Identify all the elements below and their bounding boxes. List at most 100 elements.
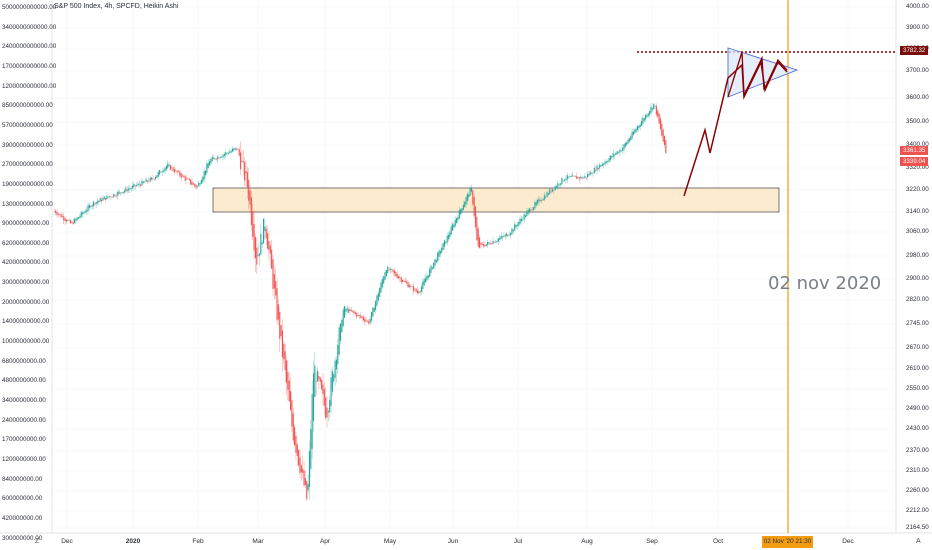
right-axis-label: 2310.00 — [906, 467, 929, 474]
candle-body — [387, 266, 389, 274]
candle-body — [98, 200, 100, 203]
auto-scale-button[interactable]: A — [916, 538, 921, 545]
candle-body — [466, 193, 468, 201]
candle-body — [338, 327, 340, 355]
right-axis-label: 2820.00 — [906, 296, 929, 303]
candle-body — [433, 262, 435, 269]
candle-body — [90, 206, 92, 208]
candle-body — [356, 313, 358, 317]
candle-body — [165, 165, 167, 170]
candle-body — [516, 224, 518, 227]
candle-body — [306, 481, 308, 500]
candle-body — [542, 199, 544, 201]
candle-body — [227, 153, 229, 154]
candle-body — [179, 171, 181, 176]
candle-body — [358, 315, 360, 316]
candle-body — [61, 215, 63, 217]
candle-body — [407, 282, 409, 288]
candle-body — [663, 135, 666, 145]
candle-body — [630, 136, 632, 141]
candle-body — [157, 172, 159, 177]
date-annotation[interactable]: 02 nov 2020 — [768, 273, 882, 294]
candle-body — [171, 167, 173, 169]
candle-body — [557, 183, 559, 188]
zoom-reset-button[interactable]: Z — [35, 538, 40, 545]
candle-body — [595, 170, 597, 172]
candle-body — [589, 171, 591, 175]
candle-body — [242, 161, 244, 163]
candle-body — [608, 158, 610, 162]
candle-body — [180, 173, 182, 178]
candle-body — [412, 286, 414, 292]
right-axis-label: 2670.00 — [906, 344, 929, 351]
candle-body — [635, 128, 637, 132]
candle-body — [214, 158, 216, 160]
candle-body — [221, 156, 223, 158]
candle-body — [307, 483, 309, 491]
candle-body — [314, 365, 316, 397]
candle-body — [133, 184, 135, 188]
candle-body — [55, 210, 57, 214]
candle-body — [126, 189, 128, 192]
candle-body — [203, 171, 205, 180]
candle-body — [268, 241, 270, 251]
right-axis-label: 3220.00 — [906, 186, 929, 193]
candle-body — [261, 242, 263, 245]
candle-body — [365, 320, 367, 322]
support-zone[interactable] — [212, 187, 780, 213]
candle-body — [549, 189, 551, 195]
candle-body — [76, 217, 78, 220]
candle-body — [445, 241, 447, 244]
candle-body — [134, 185, 136, 187]
candle-body — [146, 180, 148, 182]
candle-body — [292, 413, 294, 441]
candle-body — [119, 192, 121, 194]
candle-body — [252, 211, 254, 237]
candle-body — [647, 113, 649, 117]
candle-body — [65, 219, 67, 222]
candle-body — [206, 163, 208, 173]
candle-body — [534, 202, 536, 209]
candle-body — [225, 152, 227, 155]
right-axis-label: 2212.00 — [906, 507, 929, 514]
candle-body — [431, 267, 433, 270]
candle-body — [82, 212, 84, 215]
candle-body — [642, 117, 644, 124]
candle-body — [284, 351, 286, 371]
candle-body — [508, 234, 510, 236]
candle-body — [256, 247, 258, 265]
candle-body — [562, 180, 564, 182]
candle-body — [269, 245, 271, 254]
candle-body — [654, 105, 656, 107]
candle-body — [437, 252, 439, 262]
candle-body — [403, 280, 405, 282]
candle-body — [302, 468, 304, 473]
left-axis-label: 1200000000000.00 — [2, 82, 57, 90]
candle-body — [658, 113, 660, 124]
candle-body — [520, 218, 522, 222]
right-axis-label: 3700.00 — [906, 67, 929, 74]
time-axis-label: Oct — [712, 538, 724, 545]
candle-body — [213, 157, 215, 160]
candle-body — [342, 309, 344, 327]
candle-body — [611, 156, 613, 158]
left-axis-label: 62000000000.00 — [2, 239, 50, 247]
candle-body — [649, 110, 651, 115]
candle-body — [211, 156, 213, 162]
candle-body — [91, 204, 93, 207]
candle-body — [223, 153, 225, 157]
candle-body — [597, 168, 599, 169]
candle-body — [230, 150, 232, 153]
candle-body — [457, 216, 459, 221]
time-axis-label: Feb — [192, 538, 204, 545]
candle-body — [547, 193, 549, 195]
triangle-zigzag — [727, 51, 788, 98]
candle-body — [330, 377, 332, 407]
candle-body — [118, 191, 120, 194]
candle-body — [156, 175, 158, 178]
left-axis-label: 420000000.00 — [2, 514, 43, 522]
candle-body — [446, 235, 448, 243]
candle-body — [461, 208, 463, 212]
candle-body — [585, 176, 587, 178]
